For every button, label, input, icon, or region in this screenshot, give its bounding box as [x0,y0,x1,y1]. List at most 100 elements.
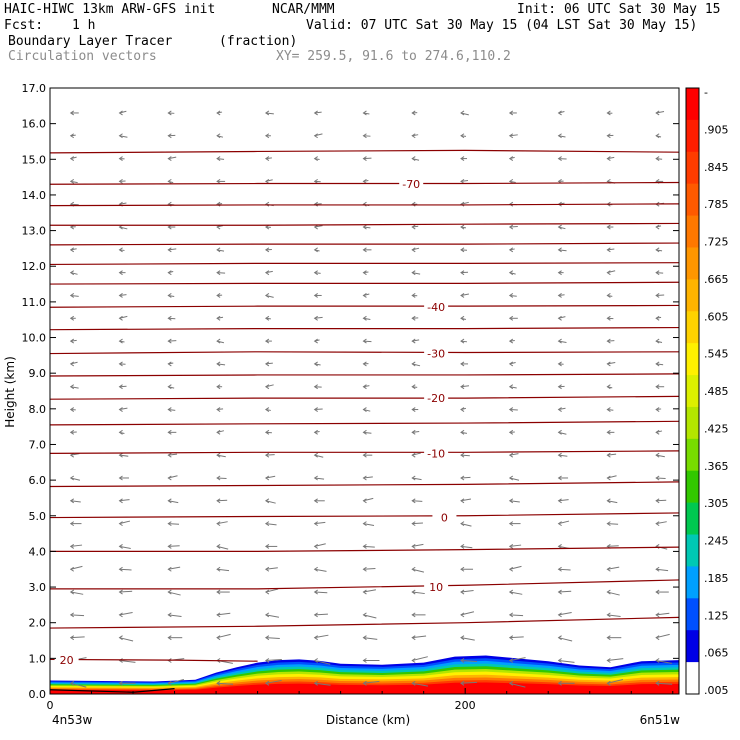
wind-vector [313,521,326,527]
wind-vector [557,680,575,686]
plot-frame [49,87,680,695]
wind-vector [411,543,424,549]
wind-vector [118,178,126,184]
wind-vector [460,293,469,298]
wind-vector [557,361,564,367]
wind-vector [557,293,565,298]
model-title: HAIC-HIWC 13km ARW-GFS init [4,2,216,17]
y-tick-label: 14.0 [22,189,47,202]
wind-vector [557,475,569,481]
wind-vector [411,566,425,573]
wind-vector [118,293,127,298]
xy-label: XY= 259.5, 91.6 to 274.6,110.2 [276,49,511,64]
wind-vector [508,452,519,458]
wind-vector [508,293,517,298]
wind-vector [167,589,181,596]
colorbar-swatch [686,119,699,153]
wind-vector [167,521,180,527]
y-tick-label: 4.0 [29,545,47,558]
wind-vector [460,247,468,253]
wind-vector [118,520,131,527]
wind-vector [606,270,616,276]
wind-vector [69,521,82,527]
wind-vector [557,133,566,139]
y-tick-label: 9.0 [29,367,47,380]
wind-vector [362,201,370,207]
wind-vector [216,315,224,321]
wind-vector [508,565,522,572]
wind-vector [606,429,615,435]
wind-vector [606,679,624,686]
y-tick-label: 1.0 [29,652,47,665]
y-tick-label: 12.0 [22,260,47,273]
wind-vector [69,156,77,161]
y-axis-label: Height (km) [3,356,17,427]
wind-vector [362,407,371,412]
wind-vector [460,544,473,549]
wind-vector [606,361,616,367]
wind-vector [167,247,177,253]
endpoint-right: 6n51w [640,713,681,727]
wind-vector [264,452,275,458]
colorbar-label: .845 [704,161,729,174]
contour-label: -70 [402,178,420,191]
wind-vector [362,566,376,572]
colorbar-swatch [686,375,699,408]
y-tick-label: 17.0 [22,82,47,95]
wind-vector [216,270,226,276]
colorbar-swatch [686,630,699,663]
contour-label: -30 [427,348,445,361]
wind-vector [606,635,622,641]
wind-vector [411,635,427,641]
colorbar-label: .065 [704,647,729,660]
wind-vector [118,566,132,572]
wind-vector [557,247,567,253]
temperature-contour [49,351,680,355]
wind-vector [655,429,663,435]
temperature-contour [49,281,680,285]
wind-vector [460,498,472,504]
wind-vector [216,156,225,161]
colorbar-swatch [686,215,699,248]
wind-vector [167,110,175,116]
wind-vector [118,270,126,276]
wind-vector [313,452,324,458]
wind-vector [411,110,418,116]
wind-vector [460,680,478,686]
wind-vector [118,110,127,116]
colorbar-label: .185 [704,572,729,585]
wind-vector [655,589,669,595]
wind-vector [606,475,617,481]
wind-vector [362,293,370,298]
wind-vector [655,315,662,321]
y-tick-label: 8.0 [29,403,47,416]
wind-vector [557,520,570,527]
wind-vector [655,633,670,641]
wind-vector [508,133,518,139]
wind-vector [313,338,320,344]
wind-vector [655,110,665,116]
wind-vector [411,224,419,230]
wind-vector [313,589,328,595]
wind-vector [411,429,420,435]
contour-label-bg [399,178,424,191]
wind-vector [557,110,565,116]
contour-label: 10 [429,581,443,594]
wind-vector [362,270,369,276]
contour-label-bg [432,511,457,524]
colorbar-swatch [686,183,699,217]
wind-vector [167,315,176,321]
wind-vector [69,361,78,367]
endpoint-left: 4n53w [52,713,93,727]
wind-vector [118,384,127,390]
wind-vector [313,133,323,139]
colorbar-label: .905 [704,123,729,136]
contour-label-bg [54,654,79,667]
colorbar-label: .725 [704,236,729,249]
wind-vector [508,429,515,435]
wind-vector [508,384,517,390]
temperature-contour [49,326,680,331]
wind-vector [118,498,130,504]
wind-vector [313,156,320,161]
wind-vector [362,589,376,595]
